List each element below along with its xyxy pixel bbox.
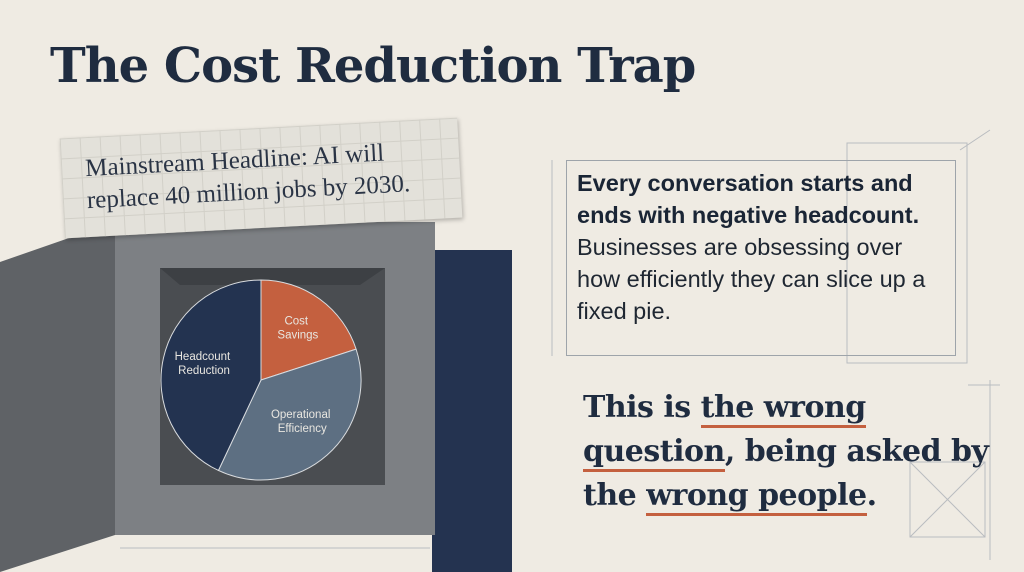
slice-label: Headcount Reduction [175, 351, 231, 377]
pie-slice [217, 348, 362, 481]
block-side [0, 222, 115, 572]
statement-emphasis: the wrong [700, 390, 866, 428]
statement-emphasis: wrong people [646, 478, 867, 516]
navy-panel [432, 250, 512, 572]
slice-label: Operational Efficiency [271, 409, 330, 435]
paragraph-bold: Every conversation starts and ends with … [577, 170, 920, 228]
statement-text: This is [583, 390, 701, 425]
headline-paper: Mainstream Headline: AI will replace 40 … [59, 117, 463, 239]
slice-label: Cost Savings [274, 315, 318, 341]
statement-text: . [866, 478, 877, 513]
title: The Cost Reduction Trap [50, 38, 696, 94]
statement: This is the wrong question, being asked … [583, 386, 989, 518]
pie-slice [160, 279, 262, 472]
pie-slice [260, 279, 357, 381]
paragraph-text: Businesses are obsessing over how effici… [577, 234, 926, 324]
hole-shade [160, 268, 385, 285]
statement-emphasis: question [583, 434, 725, 472]
pie: Cost Savings Operational Efficiency Headco… [160, 279, 362, 481]
paragraph-box: Every conversation starts and ends with … [566, 160, 956, 356]
statement-text: , being asked by [724, 434, 989, 469]
statement-text: the [583, 478, 647, 513]
